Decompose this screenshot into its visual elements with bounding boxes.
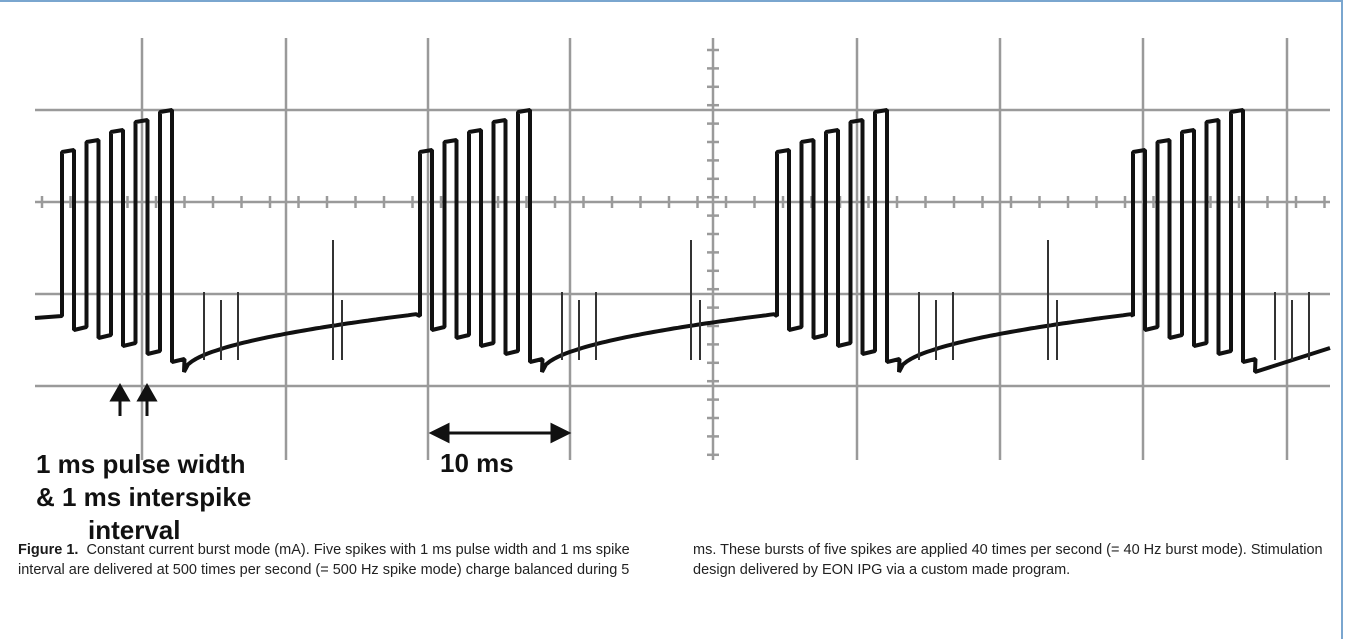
signal-trace xyxy=(35,110,1330,372)
caption-text: Constant current burst mode (mA). Five s… xyxy=(18,542,1323,578)
arrow-head xyxy=(432,425,448,441)
annotation: interval xyxy=(88,515,181,540)
caption-label: Figure 1. xyxy=(18,542,78,558)
annotation: 10 ms xyxy=(440,448,514,478)
annotation: 1 ms pulse width xyxy=(36,449,246,479)
arrow-head xyxy=(552,425,568,441)
arrow-head xyxy=(112,386,128,400)
oscilloscope-figure: 1 ms pulse width & 1 ms interspike inter… xyxy=(0,0,1346,540)
annotation: & 1 ms interspike xyxy=(36,482,251,512)
caption: Figure 1. Constant current burst mode (m… xyxy=(18,540,1328,580)
